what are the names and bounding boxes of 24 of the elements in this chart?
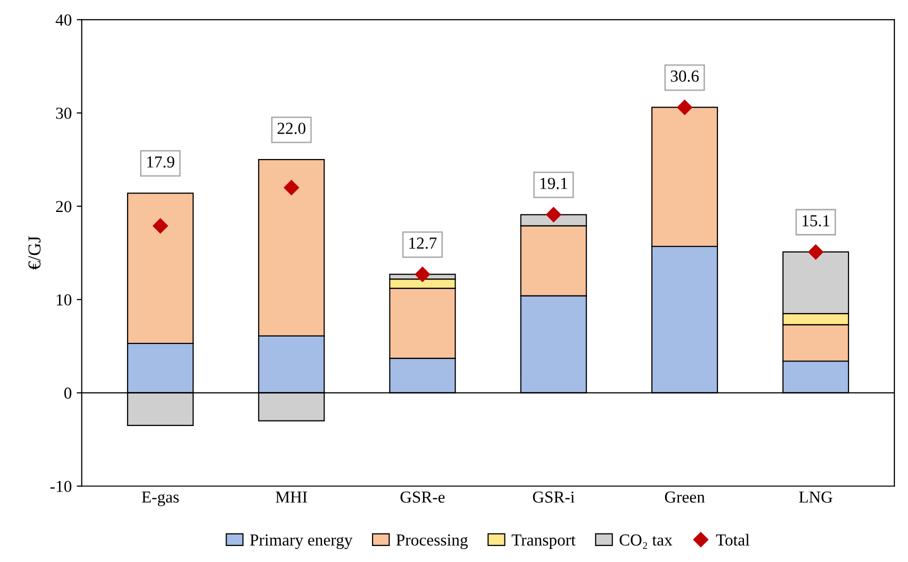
- x-tick-label: GSR-i: [532, 492, 575, 503]
- y-tick-label: 10: [56, 294, 72, 306]
- y-tick-label: -10: [50, 480, 72, 492]
- y-axis-title: €/GJ: [28, 236, 41, 270]
- data-label: 15.1: [802, 215, 830, 226]
- data-label: 12.7: [409, 238, 437, 249]
- data-label: 19.1: [540, 178, 568, 190]
- y-tick-label: 20: [56, 200, 72, 212]
- legend-label: CO₂ tax: [620, 534, 672, 549]
- x-tick-label: E-gas: [142, 492, 179, 506]
- legend-label: Total: [716, 534, 750, 546]
- x-tick-label: GSR-e: [400, 492, 445, 503]
- y-tick-label: 0: [64, 388, 72, 399]
- x-tick-label: MHI: [276, 492, 308, 503]
- y-tick-label: 40: [56, 14, 72, 26]
- legend-label: Transport: [512, 534, 576, 549]
- x-tick-label: LNG: [799, 492, 832, 503]
- data-label: 22.0: [278, 122, 306, 134]
- data-label: 30.6: [670, 70, 699, 82]
- legend-label: Processing: [396, 534, 468, 550]
- y-tick-label: 30: [56, 108, 72, 119]
- x-tick-label: Green: [664, 492, 705, 503]
- legend-label: Primary energy: [250, 534, 352, 550]
- data-label: 17.9: [147, 156, 174, 168]
